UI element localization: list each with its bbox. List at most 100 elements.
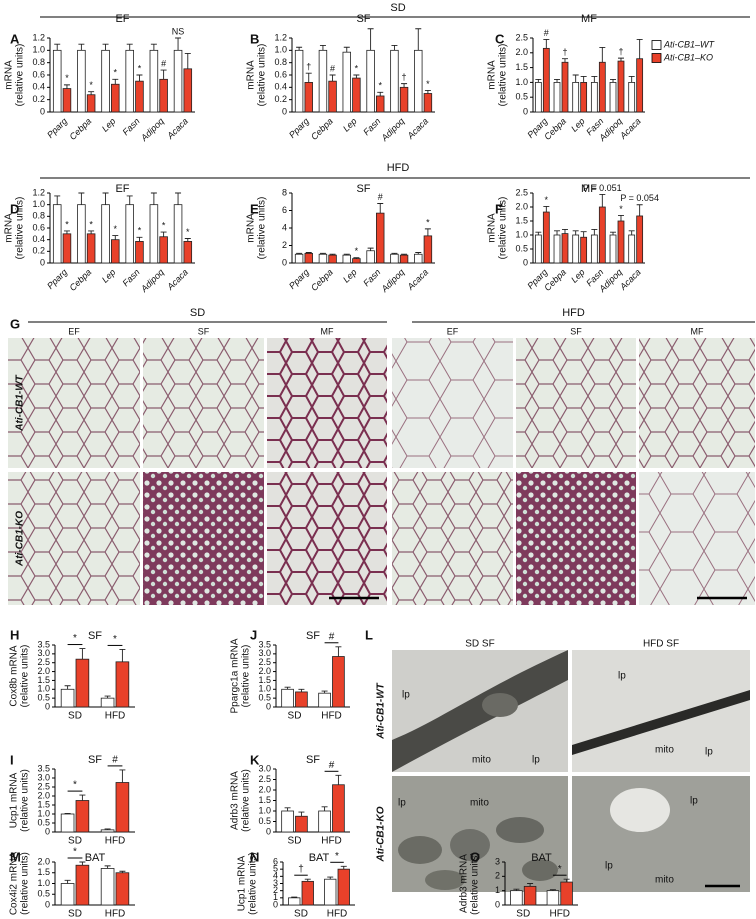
- column-label: MF: [691, 326, 704, 336]
- bar: [352, 77, 361, 113]
- y-axis-label: mRNA: [4, 60, 15, 90]
- y-tick-label: 2.0: [515, 201, 528, 211]
- bar: [534, 234, 542, 264]
- error-bar: [64, 685, 71, 690]
- chart-title: SF: [306, 630, 320, 642]
- y-tick-label: 1.0: [258, 684, 271, 694]
- x-tick-label: Adipoq: [379, 116, 407, 144]
- significance-marker: *: [138, 63, 142, 73]
- bar: [342, 51, 351, 113]
- error-bar: [150, 43, 157, 51]
- bar: [173, 204, 183, 264]
- y-tick-label: 3.0: [37, 772, 50, 782]
- panel-letter: O: [470, 849, 480, 864]
- error-bar: [549, 889, 556, 891]
- y-tick-label: 1.0: [32, 199, 45, 209]
- bar: [598, 61, 606, 113]
- x-tick-label: Acaca: [165, 116, 190, 141]
- error-bar: [335, 774, 342, 785]
- y-tick-label: 3: [273, 878, 278, 888]
- row-label: Ati-CB1-WT: [15, 374, 26, 431]
- y-tick-label: 1.5: [37, 867, 50, 877]
- panel-letter: J: [250, 627, 257, 642]
- panel-letter: M: [10, 849, 21, 864]
- y-axis-label: Adrb3 mRNA: [230, 771, 241, 830]
- bar: [546, 890, 560, 906]
- y-tick-label: 0.6: [274, 69, 287, 79]
- bar: [561, 61, 569, 113]
- histology-image: [639, 472, 755, 605]
- histology-image: [267, 472, 387, 605]
- significance-marker: *: [545, 195, 549, 205]
- significance-marker: *: [113, 634, 117, 645]
- y-tick-label: 6: [273, 856, 278, 866]
- error-bar: [160, 69, 167, 80]
- x-tick-label: HFD: [549, 909, 570, 919]
- significance-marker: †: [402, 72, 407, 82]
- error-bar: [636, 39, 643, 59]
- error-bar: [119, 870, 126, 873]
- significance-marker: #: [378, 192, 383, 202]
- bar: [183, 68, 193, 113]
- bar: [332, 656, 345, 708]
- bar: [598, 206, 606, 264]
- y-tick-label: 0.5: [37, 889, 50, 899]
- y-axis-label: (relative units): [257, 44, 268, 107]
- bar: [414, 253, 423, 264]
- em-images: [392, 650, 750, 892]
- error-bar: [63, 84, 70, 89]
- bar: [328, 80, 337, 113]
- row-label: Ati-CB1-KO: [376, 806, 387, 862]
- bar: [281, 810, 294, 833]
- bar: [617, 220, 625, 264]
- bar: [75, 864, 90, 906]
- significance-marker: P = 0.051: [583, 183, 622, 193]
- error-bar: [535, 231, 542, 235]
- y-axis-label: mRNA: [4, 213, 15, 243]
- x-tick-label: Lep: [341, 267, 359, 285]
- error-bar: [377, 203, 384, 214]
- y-tick-label: 0.2: [32, 94, 45, 104]
- bar: [376, 212, 385, 264]
- error-bar: [64, 813, 71, 814]
- x-tick-label: SD: [516, 909, 530, 919]
- significance-marker: *: [355, 63, 359, 73]
- error-bar: [304, 878, 311, 882]
- bar: [77, 49, 86, 113]
- error-bar: [327, 876, 334, 880]
- significance-marker: *: [162, 220, 166, 230]
- bar: [101, 204, 110, 264]
- column-label: MF: [321, 326, 334, 336]
- bar: [590, 82, 598, 113]
- x-tick-label: Pparg: [45, 267, 69, 291]
- chart-title: MF: [581, 183, 597, 195]
- y-axis-label: (relative units): [498, 44, 509, 107]
- y-tick-label: 8: [282, 187, 287, 197]
- error-bar: [377, 91, 384, 96]
- y-tick-label: 3.0: [258, 763, 271, 773]
- y-tick-label: 1.0: [515, 229, 528, 239]
- significance-marker: *: [65, 219, 69, 229]
- error-bar: [599, 193, 606, 207]
- error-bar: [126, 195, 133, 205]
- y-tick-label: 1.5: [37, 675, 50, 685]
- panel-letter: G: [10, 316, 20, 331]
- bar: [115, 782, 130, 833]
- y-tick-label: 1.2: [32, 187, 45, 197]
- bar: [100, 697, 115, 708]
- y-axis-label: mRNA: [246, 213, 257, 243]
- em-label: lp: [705, 747, 713, 758]
- x-tick-label: HFD: [105, 909, 126, 919]
- x-tick-label: Adipoq: [138, 116, 166, 144]
- y-tick-label: 1.0: [32, 45, 45, 55]
- legend-label: Ati-CB1–KO: [663, 52, 713, 62]
- significance-marker: #: [330, 63, 335, 73]
- histology-image: [8, 338, 140, 468]
- y-tick-label: 2.5: [258, 774, 271, 784]
- y-tick-label: 5: [273, 864, 278, 874]
- em-label: mito: [470, 798, 489, 809]
- error-bar: [305, 72, 312, 83]
- histology-image: [516, 338, 636, 468]
- x-tick-label: Acaca: [405, 267, 430, 292]
- error-bar: [104, 865, 111, 869]
